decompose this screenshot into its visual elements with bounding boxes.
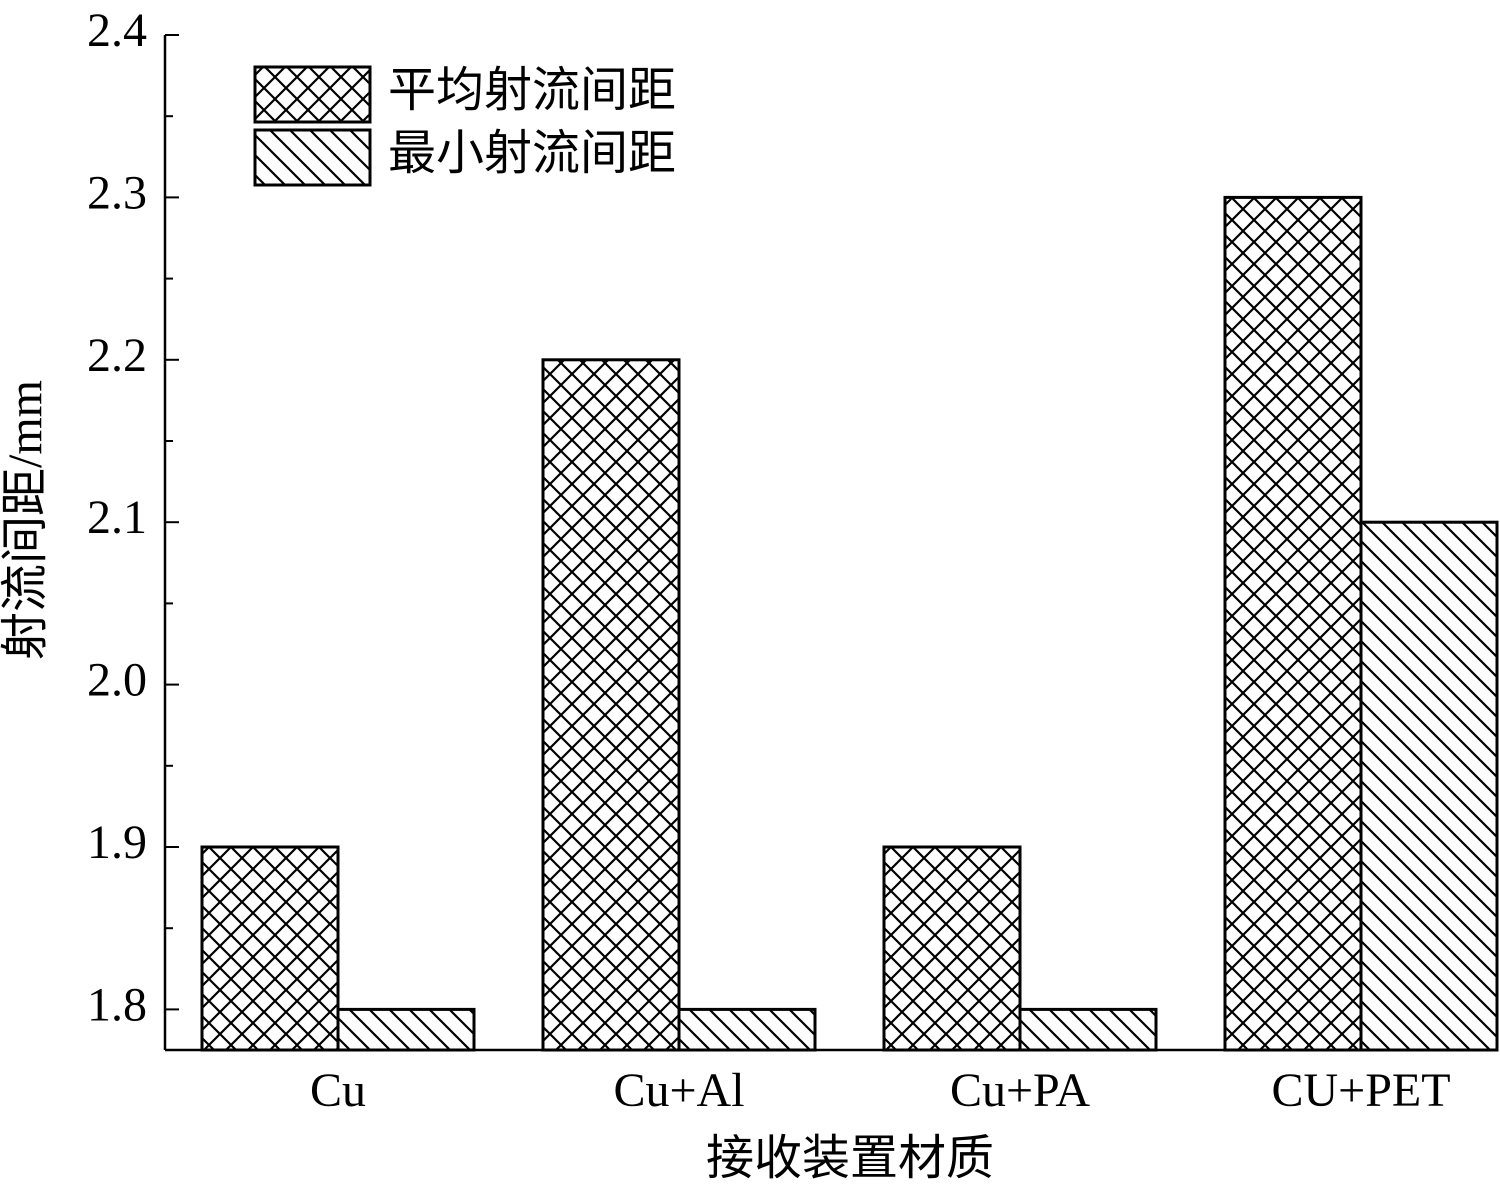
legend-swatch: [253, 128, 372, 187]
x-axis-label: 接收装置材质: [706, 1132, 994, 1185]
x-tick-label: Cu+PA: [950, 1064, 1090, 1117]
y-axis-label: 射流间距/mm: [0, 380, 52, 660]
bar: [677, 1007, 817, 1052]
bar: [1359, 520, 1499, 1052]
y-tick-label: 2.4: [87, 4, 147, 57]
y-tick-label: 1.8: [87, 978, 147, 1031]
x-tick-label: CU+PET: [1271, 1064, 1450, 1117]
y-tick-label: 2.0: [87, 654, 147, 707]
y-tick-label: 2.2: [87, 329, 147, 382]
bar: [200, 845, 340, 1052]
legend-label: 最小射流间距: [388, 127, 676, 180]
legend-label: 平均射流间距: [388, 64, 676, 117]
bar: [541, 358, 681, 1052]
x-tick-label: Cu: [310, 1064, 366, 1117]
bar: [1223, 195, 1363, 1052]
y-tick-label: 2.1: [87, 491, 147, 544]
y-tick-label: 2.3: [87, 166, 147, 219]
bar: [882, 845, 1022, 1052]
x-tick-label: Cu+Al: [613, 1064, 744, 1117]
legend-swatch: [253, 65, 372, 124]
bar: [1018, 1007, 1158, 1052]
y-tick-label: 1.9: [87, 816, 147, 869]
bar: [336, 1007, 476, 1052]
